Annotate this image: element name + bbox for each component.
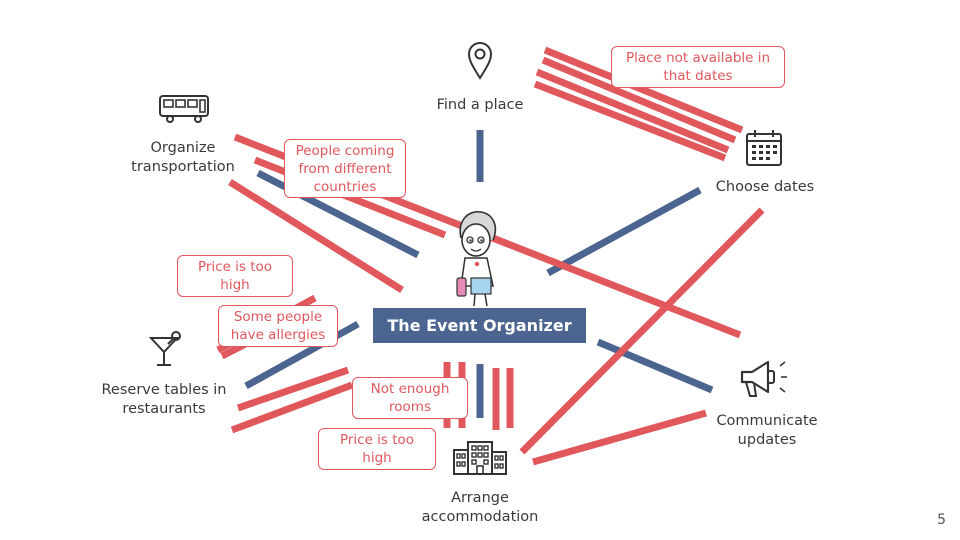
note-people-different-countries: People coming from different countries (284, 139, 406, 198)
building-icon (453, 441, 507, 475)
note-allergies: Some people have allergies (218, 305, 338, 347)
red-link-accom-dates (519, 207, 765, 455)
note-price-high-2: Price is too high (318, 428, 436, 470)
blue-link-restaurants (244, 320, 360, 390)
red-link-dates-4 (533, 80, 727, 162)
center-title: The Event Organizer (373, 308, 586, 343)
page-number: 5 (937, 512, 946, 528)
label-find-place: Find a place (436, 97, 524, 113)
note-place-not-available: Place not available in that dates (611, 46, 785, 88)
label-communicate-updates: Communicate updates (716, 413, 818, 448)
red-link-transport-3 (228, 179, 404, 293)
red-link-restaurant-4 (230, 381, 354, 434)
bus-icon (159, 95, 209, 123)
blue-link-updates (596, 338, 714, 394)
label-choose-dates: Choose dates (715, 179, 815, 195)
label-organize-transportation: Organize transportation (131, 140, 235, 175)
note-not-enough-rooms: Not enough rooms (352, 377, 468, 419)
organizer-avatar-icon (456, 211, 497, 307)
map-pin-icon (467, 42, 493, 80)
red-link-dates-2 (541, 56, 737, 144)
red-link-dates-3 (535, 68, 730, 154)
red-link-restaurant-3 (236, 366, 350, 412)
red-link-accom-updates (532, 409, 707, 466)
label-arrange-accommodation: Arrange accommodation (421, 490, 539, 525)
cocktail-icon (148, 331, 181, 366)
calendar-icon (746, 130, 782, 166)
megaphone-icon (740, 360, 787, 397)
label-reserve-tables: Reserve tables in restaurants (101, 382, 227, 417)
red-link-dates-1 (543, 46, 744, 134)
note-price-high-1: Price is too high (177, 255, 293, 297)
blue-link-choose-dates (546, 186, 702, 277)
